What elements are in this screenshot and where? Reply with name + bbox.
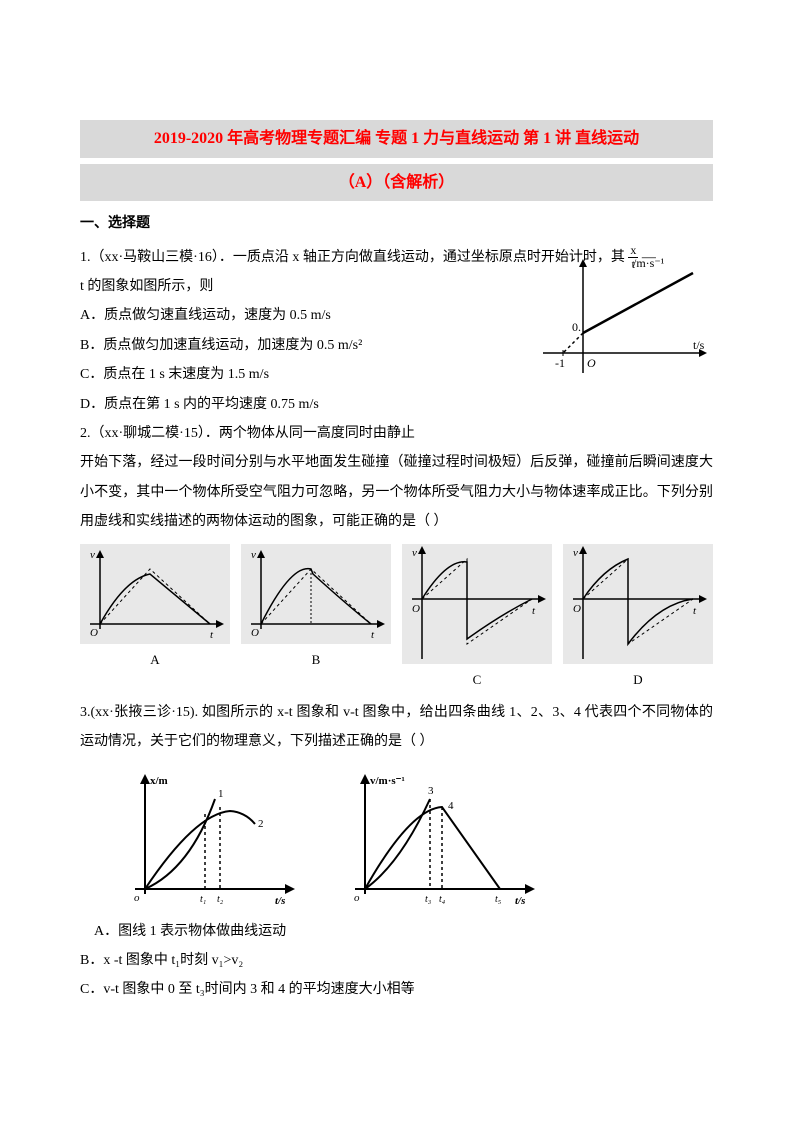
svg-text:2: 2 bbox=[258, 818, 264, 830]
q3-stem: 3.(xx·张掖三诊·15). 如图所示的 x-t 图象和 v-t 图象中，给出… bbox=[80, 698, 713, 757]
q2-graph-A: v t O A bbox=[80, 544, 230, 693]
svg-text:t₅: t₅ bbox=[495, 894, 502, 905]
svg-text:v: v bbox=[573, 547, 578, 559]
svg-text:O: O bbox=[412, 603, 420, 615]
q3-graph-right: v/m·s⁻¹ t/s o 3 4 t₃ t₄ t₅ bbox=[340, 769, 540, 909]
q1-graph: /m·s⁻¹ t/s 0. -1 O bbox=[523, 253, 713, 393]
title-line-2: （A）（含解析） bbox=[80, 164, 713, 202]
section-heading: 一、选择题 bbox=[80, 209, 713, 238]
q1-origin: O bbox=[587, 356, 596, 370]
q3-optB: B．x -t 图象中 t₁时刻 v₁>v₂ bbox=[80, 946, 713, 975]
svg-text:o: o bbox=[354, 892, 360, 904]
svg-text:t₁: t₁ bbox=[200, 894, 206, 905]
svg-text:O: O bbox=[251, 627, 259, 639]
q2-stem1: 2.（xx·聊城二模·15）．两个物体从同一高度同时由静止 bbox=[80, 419, 713, 448]
svg-text:t/s: t/s bbox=[275, 895, 285, 907]
q2-label-B: B bbox=[241, 646, 391, 673]
svg-text:3: 3 bbox=[428, 785, 434, 797]
svg-text:t₃: t₃ bbox=[425, 894, 432, 905]
svg-text:4: 4 bbox=[448, 800, 454, 812]
q3-graph-row: x/m t/s o 1 2 t₁ t₂ v/m·s⁻¹ t/s o bbox=[120, 769, 713, 909]
q1-ytick: 0. bbox=[572, 320, 581, 334]
q2-label-A: A bbox=[80, 646, 230, 673]
svg-text:t: t bbox=[693, 605, 697, 617]
svg-text:v: v bbox=[251, 549, 256, 561]
svg-text:O: O bbox=[90, 627, 98, 639]
svg-text:t: t bbox=[210, 629, 214, 641]
svg-text:t: t bbox=[532, 605, 536, 617]
title-line-1: 2019-2020 年高考物理专题汇编 专题 1 力与直线运动 第 1 讲 直线… bbox=[80, 120, 713, 158]
q2-graph-row: v t O A v t O bbox=[80, 544, 713, 693]
question-1: 1.（xx·马鞍山三模·16）．一质点沿 x 轴正方向做直线运动，通过坐标原点时… bbox=[80, 243, 713, 419]
svg-text:t₂: t₂ bbox=[217, 894, 224, 905]
svg-text:t₄: t₄ bbox=[439, 894, 446, 905]
q1-ylabel: /m·s⁻¹ bbox=[633, 256, 665, 270]
q1-xlabel: t/s bbox=[693, 338, 705, 352]
q2-label-D: D bbox=[563, 666, 713, 693]
q2-graph-B: v t O B bbox=[241, 544, 391, 693]
svg-text:v: v bbox=[90, 549, 95, 561]
q3-graph-left: x/m t/s o 1 2 t₁ t₂ bbox=[120, 769, 300, 909]
q1-xtick: -1 bbox=[555, 356, 565, 370]
q2-graph-D: v t O D bbox=[563, 544, 713, 693]
svg-text:v: v bbox=[412, 547, 417, 559]
svg-text:o: o bbox=[134, 892, 140, 904]
svg-text:1: 1 bbox=[218, 788, 224, 800]
q3-optC: C．v-t 图象中 0 至 t₃时间内 3 和 4 的平均速度大小相等 bbox=[80, 975, 713, 1004]
svg-text:v/m·s⁻¹: v/m·s⁻¹ bbox=[370, 775, 405, 787]
svg-text:x/m: x/m bbox=[150, 775, 168, 787]
q1-optD: D．质点在第 1 s 内的平均速度 0.75 m/s bbox=[80, 390, 713, 419]
q2-graph-C: v t O C bbox=[402, 544, 552, 693]
svg-text:t/s: t/s bbox=[515, 895, 525, 907]
q2-stem2: 开始下落，经过一段时间分别与水平地面发生碰撞（碰撞过程时间极短）后反弹，碰撞前后… bbox=[80, 448, 713, 536]
svg-text:t: t bbox=[371, 629, 375, 641]
q2-label-C: C bbox=[402, 666, 552, 693]
q3-optA: A．图线 1 表示物体做曲线运动 bbox=[80, 917, 713, 946]
page: 2019-2020 年高考物理专题汇编 专题 1 力与直线运动 第 1 讲 直线… bbox=[0, 0, 793, 1065]
svg-text:O: O bbox=[573, 603, 581, 615]
